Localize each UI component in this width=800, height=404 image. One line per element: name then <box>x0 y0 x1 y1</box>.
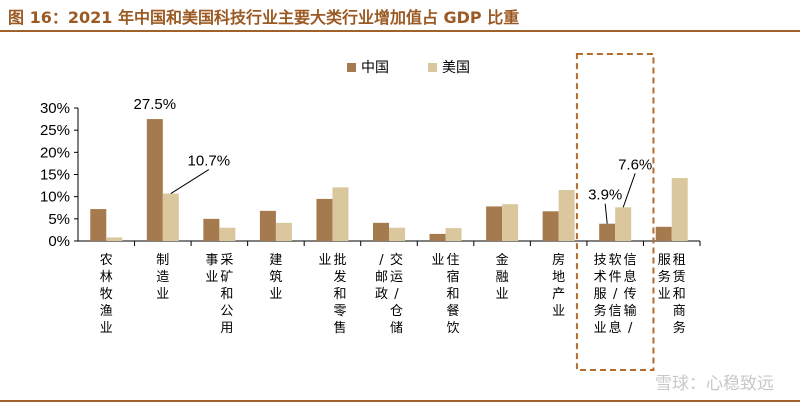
bar-usa <box>389 227 405 241</box>
category-label: 农林牧渔业 <box>100 253 113 336</box>
category-label: 交运/仓储/邮政 <box>375 252 403 336</box>
y-tick-label: 5% <box>48 211 70 228</box>
bar-china <box>259 210 276 241</box>
legend-label-0: 中国 <box>361 60 389 76</box>
category-label: 采矿和公用事业 <box>205 253 233 336</box>
bar-china <box>486 206 503 241</box>
category-label: 租赁和商务服务业 <box>658 253 686 336</box>
bar-china <box>429 233 446 241</box>
y-tick-label: 25% <box>40 122 70 139</box>
category-label: 金融业 <box>496 252 509 302</box>
data-label: 10.7% <box>188 153 231 170</box>
highlight-box <box>575 53 655 371</box>
category-label: 建筑业 <box>269 253 282 302</box>
legend-label-1: 美国 <box>442 60 470 76</box>
legend-swatch-1 <box>428 63 437 72</box>
y-tick-label: 0% <box>48 233 70 250</box>
y-tick-label: 30% <box>40 100 70 117</box>
page-title: 图 16：2021 年中国和美国科技行业主要大类行业增加值占 GDP 比重 <box>8 8 520 27</box>
data-label-leader <box>604 203 608 224</box>
category-label: 住宿和餐饮业 <box>432 253 460 336</box>
bar-usa <box>106 237 123 241</box>
bar-usa <box>502 204 519 241</box>
watermark: 雪球：心稳致远 <box>655 374 774 394</box>
category-label: 制造业 <box>156 253 169 302</box>
y-tick-label: 20% <box>40 144 70 161</box>
bar-china <box>203 218 220 241</box>
bar-china <box>90 209 107 241</box>
bar-usa <box>445 228 462 241</box>
bar-china <box>599 223 616 241</box>
bar-china <box>373 222 389 241</box>
bar-china <box>655 226 672 241</box>
bar-china <box>542 211 559 241</box>
legend-swatch-0 <box>347 63 356 72</box>
bar-usa <box>558 190 575 241</box>
bar-china <box>146 119 163 241</box>
category-label: 房地产业 <box>552 252 565 319</box>
y-tick-label: 10% <box>40 189 70 206</box>
data-label: 27.5% <box>134 96 177 113</box>
data-label: 7.6% <box>618 156 652 173</box>
bar-usa <box>671 178 688 241</box>
bar-usa <box>615 207 632 241</box>
title-divider <box>0 30 800 32</box>
y-tick-label: 15% <box>40 167 70 184</box>
bar-usa <box>275 222 292 241</box>
category-label: 批发和零售业 <box>318 253 346 336</box>
bar-usa <box>332 187 349 241</box>
bar-usa <box>162 193 179 241</box>
footer-divider <box>0 400 800 402</box>
data-label-leader <box>170 169 210 194</box>
data-label: 3.9% <box>588 187 622 204</box>
category-label: 信息传输/软件/信息技术服务业 <box>594 253 637 336</box>
bar-usa <box>219 227 236 241</box>
data-label-leader <box>622 173 636 208</box>
bar-china <box>316 198 333 241</box>
